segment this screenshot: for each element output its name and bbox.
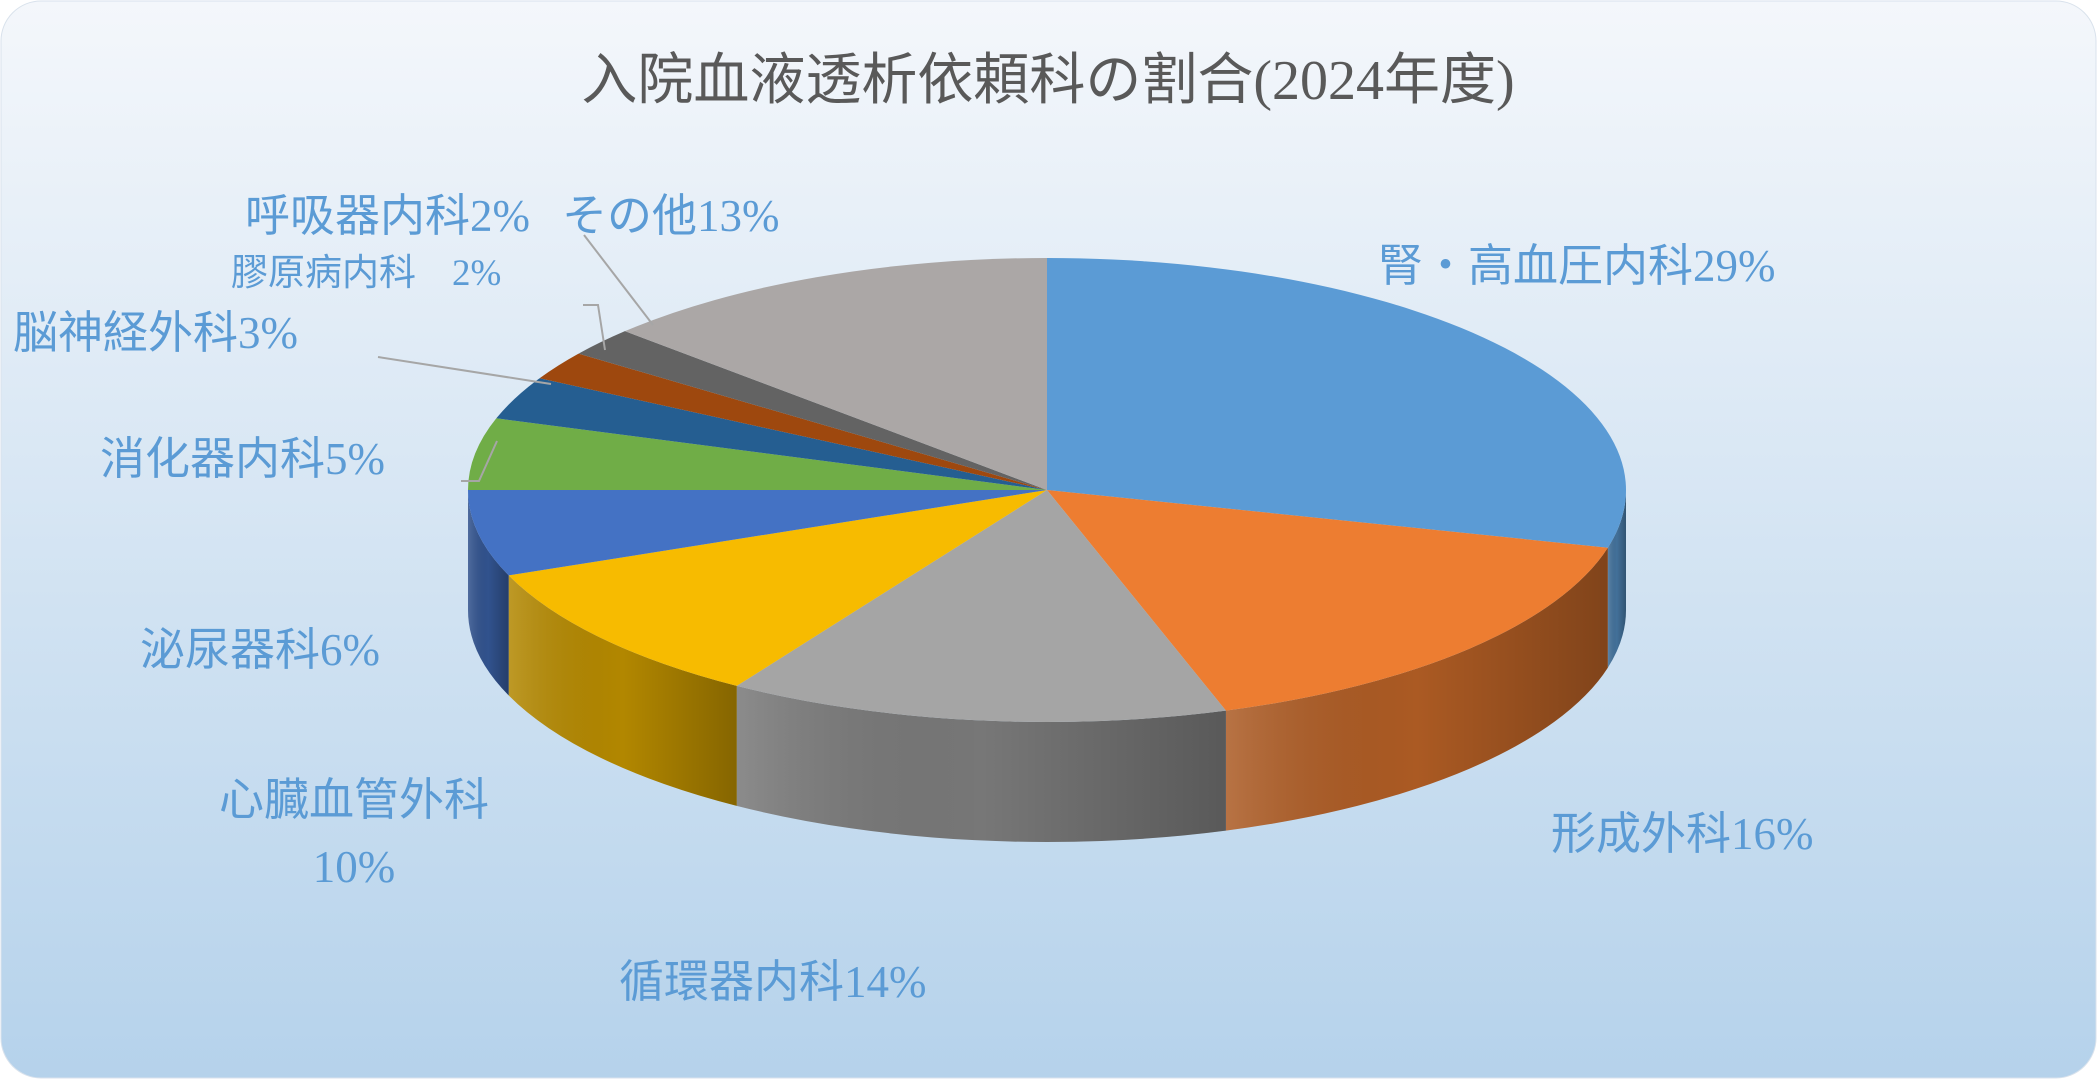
leader-line xyxy=(583,304,606,351)
label-category: 脳神経外科 xyxy=(13,308,238,358)
data-label: 消化器内科5% xyxy=(100,434,385,484)
data-label: 腎・高血圧内科29% xyxy=(1378,241,1776,291)
side-shade xyxy=(736,685,1226,843)
label-category: 形成外科 xyxy=(1551,809,1731,859)
slice xyxy=(736,490,1226,723)
side-shade xyxy=(1225,547,1608,831)
data-label: 循環器内科14% xyxy=(619,957,927,1007)
slice xyxy=(1047,490,1608,711)
label-value: 13% xyxy=(697,191,780,241)
label-category: その他 xyxy=(562,191,697,241)
label-value: 3% xyxy=(238,308,298,358)
side-shade xyxy=(468,490,509,696)
slice xyxy=(1047,258,1626,548)
slice xyxy=(468,490,1047,576)
side-shade xyxy=(1607,490,1626,668)
label-category: 腎・高血圧内科 xyxy=(1378,241,1693,291)
slice xyxy=(468,418,1047,490)
label-category: 膠原病内科 xyxy=(231,252,416,294)
label-value: 6% xyxy=(320,625,380,675)
label-value: 16% xyxy=(1731,809,1814,859)
data-label: 呼吸器内科2% xyxy=(245,191,530,241)
labels: 腎・高血圧内科29% 形成外科16% 循環器内科14% 心臓血管外科 10% 泌尿器科6%… xyxy=(13,191,1814,1007)
label-category: 心臓血管外科 xyxy=(219,775,489,825)
label-value: 29% xyxy=(1693,241,1776,291)
leader-line xyxy=(377,356,552,385)
data-label: 形成外科16% xyxy=(1551,809,1814,859)
chart-title: 入院血液透析依頼科の割合(2024年度) xyxy=(581,50,1514,112)
data-label: 泌尿器科6% xyxy=(140,625,380,675)
slice xyxy=(578,331,1047,490)
label-category: 泌尿器科 xyxy=(140,625,320,675)
label-category: 呼吸器内科 xyxy=(245,191,470,241)
label-value: 2% xyxy=(470,191,530,241)
slice xyxy=(508,490,1047,686)
label-category: 循環器内科 xyxy=(619,957,844,1007)
label-value: 2% xyxy=(452,253,501,294)
slice xyxy=(539,353,1047,490)
label-category: 消化器内科 xyxy=(100,434,325,484)
side-shade xyxy=(508,575,737,806)
data-label: 心臓血管外科 10% xyxy=(219,775,489,892)
slice xyxy=(624,258,1047,490)
leader-line xyxy=(461,440,498,482)
label-value: 5% xyxy=(325,434,385,484)
slice xyxy=(496,378,1048,490)
data-label: 膠原病内科 2% xyxy=(231,252,501,294)
pie xyxy=(468,258,1626,843)
leader-line xyxy=(583,234,654,326)
label-value: 14% xyxy=(844,957,927,1007)
label-value: 10% xyxy=(313,842,396,892)
data-label: その他13% xyxy=(562,191,780,241)
data-label: 脳神経外科3% xyxy=(13,308,298,358)
